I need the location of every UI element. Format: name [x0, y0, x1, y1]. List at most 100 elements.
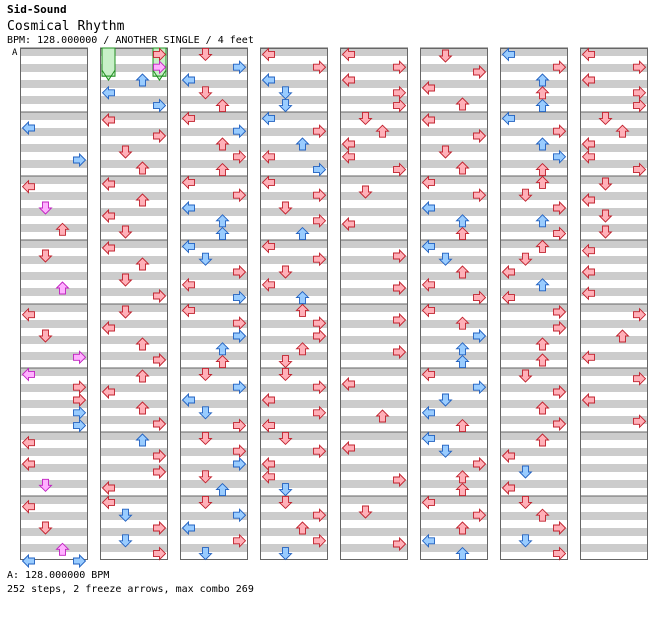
- left-arrow-icon: [101, 112, 115, 128]
- down-arrow-icon: [438, 252, 453, 266]
- beat-stripe: [180, 224, 248, 232]
- left-arrow-icon: [181, 175, 195, 190]
- left-arrow-icon: [21, 499, 35, 514]
- right-arrow-icon: [73, 405, 87, 420]
- beat-stripe: [580, 208, 648, 216]
- beat-stripe: [580, 464, 648, 472]
- column-border: [340, 48, 408, 560]
- beat-stripe: [500, 272, 568, 280]
- beat-stripe: [420, 512, 488, 520]
- beat-stripe: [180, 512, 248, 520]
- beat-stripe: [100, 400, 168, 408]
- up-arrow-icon: [535, 175, 550, 189]
- beat-stripe: [100, 240, 168, 248]
- right-arrow-icon: [473, 64, 487, 80]
- beat-stripe: [260, 368, 328, 376]
- right-arrow-icon: [313, 328, 327, 344]
- right-arrow-icon: [553, 384, 567, 400]
- down-arrow-icon: [38, 478, 53, 492]
- down-arrow-icon: [198, 252, 213, 266]
- beat-stripe: [340, 336, 408, 344]
- beat-stripe: [420, 80, 488, 88]
- beat-stripe: [20, 448, 88, 456]
- freeze-tail: [152, 68, 167, 82]
- right-arrow-icon: [233, 456, 247, 472]
- left-arrow-icon: [261, 72, 275, 88]
- beat-stripe: [100, 80, 168, 88]
- left-arrow-icon: [341, 136, 355, 152]
- chart-column: [100, 47, 168, 560]
- beat-stripe: [420, 464, 488, 472]
- beat-stripe: [260, 480, 328, 488]
- right-arrow-icon: [153, 288, 167, 304]
- up-arrow-icon: [295, 521, 310, 535]
- down-arrow-icon: [118, 305, 133, 319]
- beat-stripe: [260, 128, 328, 136]
- beat-stripe: [420, 400, 488, 408]
- up-arrow-icon: [535, 433, 550, 447]
- beat-stripe: [180, 112, 248, 120]
- beat-stripe: [20, 304, 88, 312]
- beat-stripe: [500, 336, 568, 344]
- beat-stripe: [180, 544, 248, 552]
- right-arrow-icon: [233, 508, 247, 523]
- beat-stripe: [180, 208, 248, 216]
- artist-name: Sid-Sound: [7, 3, 67, 16]
- beat-stripe: [20, 544, 88, 552]
- left-arrow-icon: [261, 469, 275, 484]
- beat-stripe: [500, 384, 568, 392]
- column-border: [180, 48, 248, 560]
- beat-stripe: [500, 176, 568, 184]
- beat-stripe: [260, 48, 328, 56]
- beat-stripe: [420, 48, 488, 56]
- beat-stripe: [580, 240, 648, 248]
- up-arrow-icon: [455, 265, 470, 279]
- down-arrow-icon: [358, 505, 373, 519]
- column-border: [500, 48, 568, 560]
- beat-stripe: [420, 128, 488, 136]
- column-border: [100, 48, 168, 560]
- beat-stripe: [580, 64, 648, 72]
- beat-stripe: [420, 96, 488, 104]
- beat-stripe: [580, 352, 648, 360]
- beat-stripe: [340, 464, 408, 472]
- left-arrow-icon: [581, 350, 595, 365]
- bpm-marker: A: [12, 48, 18, 58]
- beat-stripe: [20, 320, 88, 328]
- up-arrow-icon: [215, 226, 230, 241]
- down-arrow-icon: [38, 249, 53, 263]
- chart-stats: 252 steps, 2 freeze arrows, max combo 26…: [7, 584, 254, 595]
- beat-stripe: [180, 368, 248, 376]
- beat-stripe: [340, 512, 408, 520]
- beat-stripe: [100, 272, 168, 280]
- beat-stripe: [500, 144, 568, 152]
- down-arrow-icon: [198, 367, 213, 382]
- up-arrow-icon: [135, 433, 150, 447]
- down-arrow-icon: [198, 495, 213, 510]
- beat-stripe: [340, 432, 408, 440]
- right-arrow-icon: [153, 352, 167, 368]
- right-arrow-icon: [553, 520, 567, 536]
- right-arrow-icon: [313, 508, 327, 523]
- beat-stripe: [420, 336, 488, 344]
- right-arrow-icon: [393, 60, 407, 75]
- left-arrow-icon: [421, 277, 435, 292]
- down-arrow-icon: [518, 465, 533, 479]
- down-arrow-icon: [598, 209, 613, 223]
- beat-stripe: [420, 448, 488, 456]
- beat-stripe: [580, 368, 648, 376]
- right-arrow-icon: [153, 60, 167, 75]
- beat-stripe: [20, 96, 88, 104]
- beat-stripe: [20, 160, 88, 168]
- down-arrow-icon: [438, 393, 453, 407]
- left-arrow-icon: [261, 418, 275, 433]
- beat-stripe: [420, 352, 488, 360]
- up-arrow-icon: [535, 401, 550, 415]
- up-arrow-icon: [215, 354, 230, 369]
- beat-stripe: [420, 320, 488, 328]
- up-arrow-icon: [295, 342, 310, 356]
- down-arrow-icon: [198, 470, 213, 484]
- down-arrow-icon: [118, 145, 133, 159]
- beat-stripe: [100, 128, 168, 136]
